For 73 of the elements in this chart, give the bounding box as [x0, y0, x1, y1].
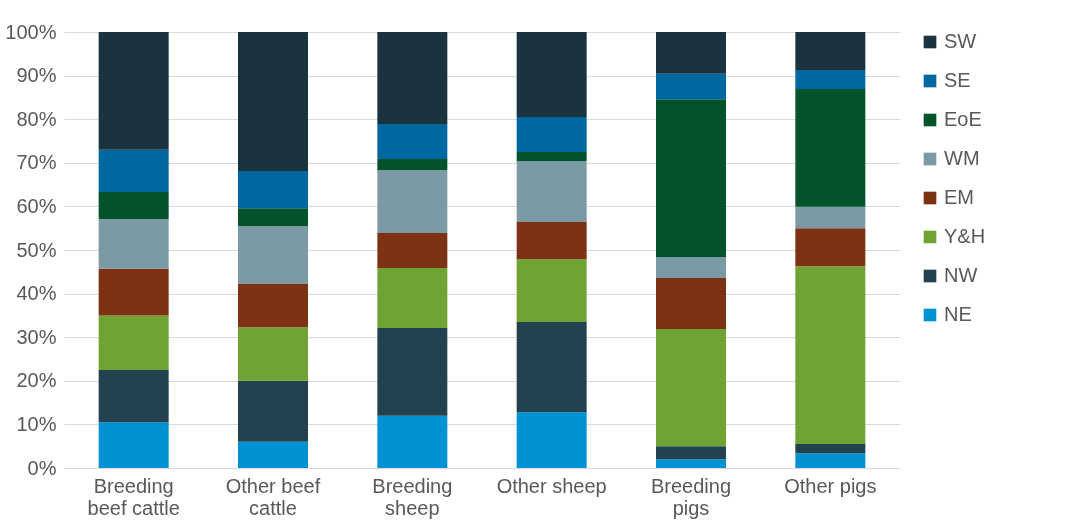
bar: [377, 267, 448, 329]
legend-label: Y&H: [944, 225, 986, 247]
y-tick-label: 30%: [16, 325, 57, 348]
y-tick-label: 20%: [16, 369, 57, 392]
legend-label: EM: [944, 186, 974, 208]
bar: [98, 149, 169, 193]
legend-label: EoE: [944, 108, 982, 130]
y-tick-label: 50%: [16, 238, 57, 261]
bar: [238, 226, 308, 285]
y-tick-label: 40%: [16, 282, 57, 305]
bar: [516, 117, 587, 152]
bar: [98, 192, 169, 220]
bar: [516, 161, 587, 223]
y-tick-label: 0%: [27, 456, 57, 479]
bar: [98, 369, 169, 423]
bar: [238, 441, 308, 468]
bar: [516, 222, 587, 260]
x-tick-label: Other pigs: [784, 474, 877, 497]
bar: [238, 380, 308, 442]
bar: [98, 422, 169, 468]
bar: [656, 328, 726, 447]
legend-label: SE: [944, 69, 971, 91]
bar: [98, 268, 169, 316]
bar: [795, 206, 866, 229]
bar: [795, 266, 866, 445]
y-tick-label: 70%: [16, 151, 57, 174]
bar: [377, 328, 448, 416]
bar: [516, 321, 587, 413]
x-tick-label: Other beef cattle: [225, 474, 321, 519]
bar: [516, 151, 587, 162]
bar: [238, 208, 308, 227]
legend-label: SW: [944, 30, 977, 52]
bar: [516, 32, 587, 118]
bar: [98, 32, 169, 150]
x-tick-label: Breeding beef cattle: [87, 474, 180, 519]
bar: [656, 277, 726, 329]
bar: [656, 459, 726, 468]
bar: [656, 32, 726, 74]
bar: [795, 228, 866, 267]
bar: [238, 327, 308, 381]
y-tick-label: 90%: [16, 64, 57, 87]
y-tick-label: 10%: [16, 412, 57, 435]
bar: [656, 73, 726, 100]
bar: [795, 453, 866, 468]
bar: [238, 171, 308, 209]
y-tick-label: 80%: [16, 107, 57, 130]
bar: [795, 32, 866, 70]
y-tick-label: 100%: [5, 20, 57, 43]
legend-label: WM: [944, 147, 980, 169]
bar: [516, 259, 587, 322]
bar: [98, 315, 169, 370]
bar: [377, 233, 448, 268]
bar: [656, 256, 726, 278]
x-tick-label: Other sheep: [496, 474, 607, 497]
legend-label: NE: [944, 303, 972, 325]
y-tick-label: 60%: [16, 194, 57, 217]
bar: [377, 158, 448, 171]
bar: [656, 446, 726, 460]
bar: [795, 89, 866, 207]
bar: [238, 284, 308, 328]
bar: [377, 170, 448, 233]
legend-label: NW: [944, 264, 978, 286]
bar: [656, 99, 726, 257]
bar: [377, 415, 448, 468]
bar: [377, 32, 448, 124]
x-tick-label: Breeding sheep: [372, 474, 453, 519]
bar: [377, 124, 448, 159]
x-tick-label: Breeding pigs: [650, 474, 732, 519]
bar: [516, 412, 587, 468]
bar: [238, 32, 308, 172]
bar: [795, 444, 866, 454]
bar: [795, 69, 866, 90]
bar: [98, 219, 169, 269]
